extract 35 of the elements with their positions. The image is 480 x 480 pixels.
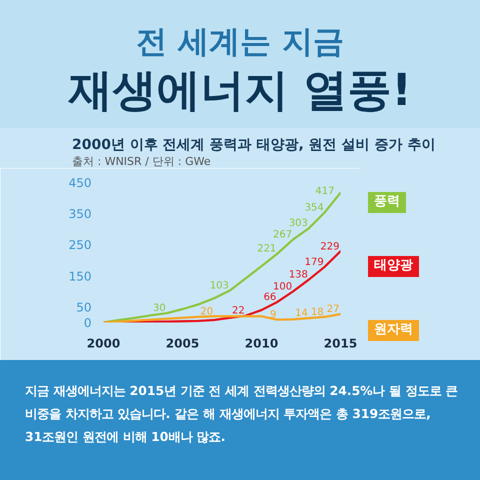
data-label: 138 — [288, 270, 308, 281]
data-label: 229 — [320, 241, 340, 252]
data-label: 267 — [273, 229, 292, 240]
x-tick-label: 2015 — [324, 336, 358, 350]
data-label: 179 — [304, 256, 324, 268]
data-label: 221 — [257, 244, 276, 255]
text: 태양광 — [368, 256, 419, 277]
data-label: 27 — [326, 304, 340, 316]
source-note: 출처 : WNISR / 단위 : GWe — [72, 154, 212, 170]
data-label: 417 — [315, 186, 335, 197]
y-tick-label: 150 — [68, 269, 92, 284]
x-tick-label: 2010 — [244, 336, 278, 350]
data-label: 18 — [310, 306, 324, 318]
data-label: 354 — [304, 202, 324, 214]
text: 지금 재생에너지는 2015년 기준 전 세계 전력생산량의 24.5%나 될 정도로 큰 비중을 차지하고 있습니다. 같은 해 재생에너지 투자액은 총 319조원으로, 31조원인 원전에 비해 10배나 많죠. — [25, 382, 459, 446]
data-label: 9 — [270, 310, 276, 321]
chart-title: 전 세계는 지금 재생에너지 열풍! — [68, 23, 412, 118]
y-tick-label: 50 — [76, 300, 92, 314]
data-label: 303 — [288, 218, 308, 230]
y-tick-label: 450 — [68, 176, 92, 190]
data-label: 100 — [273, 281, 292, 292]
text: 원자력 — [368, 320, 419, 341]
chart-subtitle: 2000년 이후 전세계 풍력과 태양광, 원전 설비 증가 추이 — [72, 136, 436, 154]
data-label: 14 — [295, 308, 308, 320]
data-label: 66 — [264, 292, 276, 303]
data-label: 22 — [232, 306, 245, 317]
x-tick-label: 2005 — [166, 336, 200, 350]
x-tick-label: 2000 — [86, 336, 120, 350]
data-label: 20 — [200, 306, 214, 318]
data-label: 30 — [152, 303, 166, 314]
y-tick-label: 250 — [68, 238, 92, 252]
text: 풍력 — [368, 192, 406, 213]
y-tick-label: 0 — [84, 316, 92, 330]
data-label: 103 — [210, 280, 229, 292]
y-tick-label: 350 — [68, 207, 92, 222]
